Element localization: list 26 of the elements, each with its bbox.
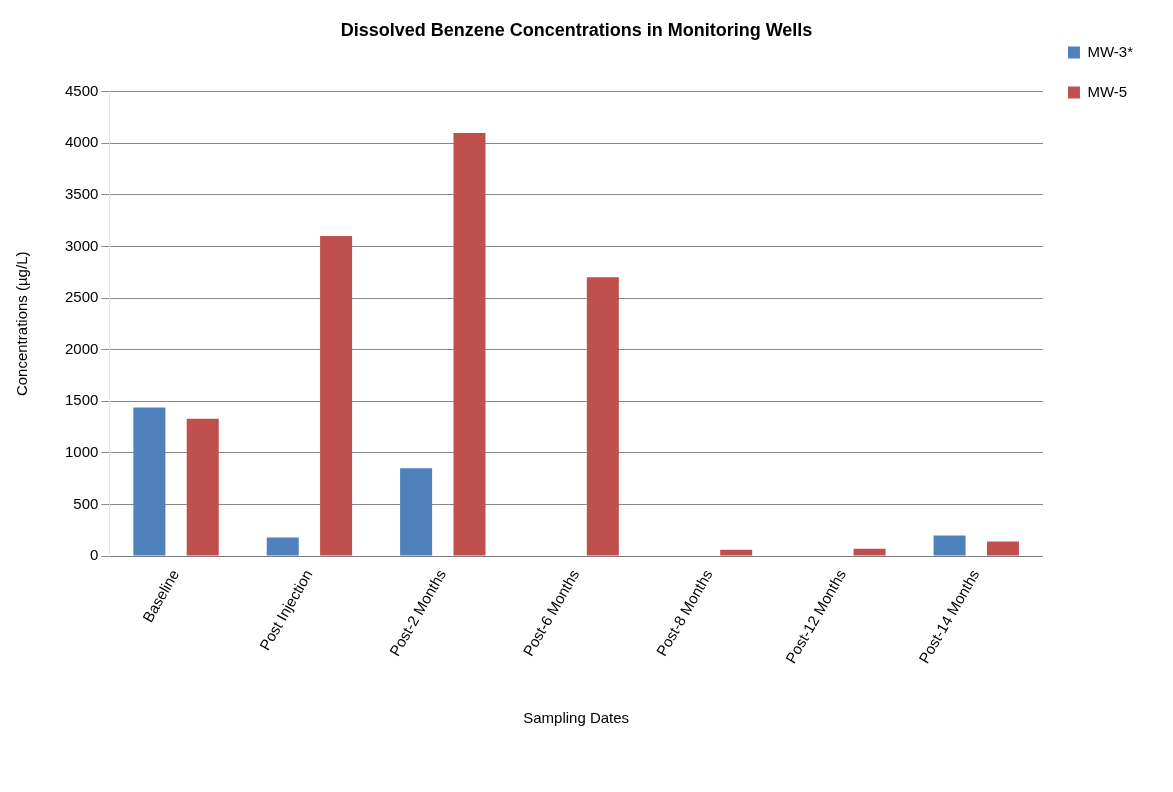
legend-label: MW-5 (1087, 82, 1128, 100)
bar (266, 537, 299, 556)
y-tick-label: 4500 (64, 81, 99, 99)
bar (853, 548, 886, 556)
y-tick-label: 2000 (64, 339, 99, 357)
y-tick-label: 1000 (64, 442, 99, 460)
y-tick-label: 4000 (64, 133, 99, 151)
bar (186, 418, 219, 556)
bar (720, 549, 753, 556)
y-tick-label: 500 (73, 494, 99, 512)
legend-label: MW-3* (1087, 42, 1134, 60)
bar (453, 132, 486, 556)
y-tick-label: 2500 (64, 288, 99, 306)
bar (986, 541, 1019, 556)
y-tick-label: 0 (90, 546, 99, 564)
y-tick-label: 3500 (64, 184, 99, 202)
bar (586, 277, 619, 556)
bar (320, 236, 353, 556)
bar (133, 407, 166, 556)
x-axis-title: Sampling Dates (523, 709, 630, 727)
chart-title: Dissolved Benzene Concentrations in Monitoring Wells (340, 19, 813, 40)
y-tick-label: 1500 (64, 391, 99, 409)
bar (933, 535, 966, 556)
bar (400, 468, 433, 556)
y-axis-title: Concentrations (µg/L) (13, 251, 31, 397)
y-tick-label: 3000 (64, 236, 99, 254)
